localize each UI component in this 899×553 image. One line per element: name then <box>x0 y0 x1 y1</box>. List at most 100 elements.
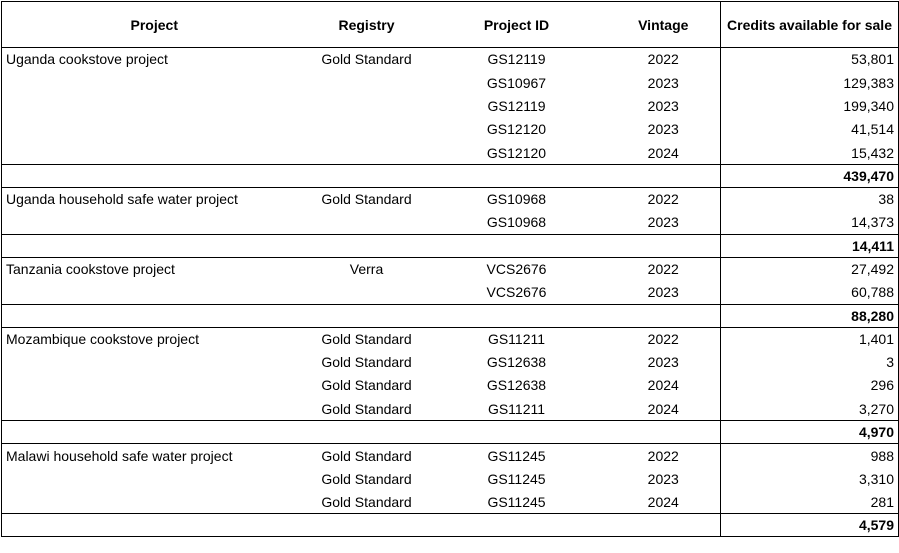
credits-cell: 129,383 <box>720 70 899 95</box>
registry-cell: Gold Standard <box>321 51 412 68</box>
credits-cell: 27,492 <box>720 257 899 281</box>
vintage-cell: 2022 <box>647 191 679 208</box>
subtotal-credits: 4,579 <box>720 513 899 538</box>
vintage-cell: 2022 <box>647 330 679 347</box>
project-name-cell: Uganda household safe water project <box>1 187 307 211</box>
credits-cell: 53,801 <box>720 47 899 71</box>
credits-cell: 38 <box>720 187 899 211</box>
project-name-cell <box>1 94 307 118</box>
project-name-cell <box>1 490 307 514</box>
credits-cell: 199,340 <box>720 94 899 118</box>
project-id-cell: GS12120 <box>486 144 547 161</box>
table-row: Gold Standard GS11245 2023 3,310 <box>1 466 899 491</box>
table-row: GS12120 2024 15,432 <box>1 141 899 165</box>
subtotal-credits: 439,470 <box>720 163 899 188</box>
project-name-cell: Uganda cookstove project <box>1 47 307 71</box>
project-id-cell: GS11245 <box>487 447 546 464</box>
credits-cell: 988 <box>720 443 899 467</box>
project-id-cell: GS12638 <box>486 377 547 394</box>
registry-cell <box>307 94 427 117</box>
subtotal-credits: 14,411 <box>720 233 899 258</box>
project-name-cell <box>1 141 307 165</box>
project-name-cell <box>1 70 307 95</box>
credits-table: Project Registry Project ID Vintage Cred… <box>1 1 899 538</box>
project-id-cell: GS11245 <box>487 470 546 487</box>
vintage-cell: 2023 <box>647 97 679 114</box>
subtotal-spacer <box>426 163 607 188</box>
project-id-cell: GS11245 <box>487 493 546 510</box>
subtotal-spacer <box>426 420 607 445</box>
project-name-cell: Tanzania cookstove project <box>1 257 307 281</box>
registry-cell <box>307 281 427 304</box>
project-id-cell: GS12119 <box>487 97 546 114</box>
registry-cell <box>307 211 427 234</box>
table-row: Mozambique cookstove project Gold Standar… <box>1 327 899 351</box>
project-name-cell <box>1 350 307 374</box>
table-body: Uganda cookstove project Gold Standard GS1… <box>1 47 899 538</box>
registry-cell: Gold Standard <box>321 354 412 371</box>
subtotal-credits: 4,970 <box>720 420 899 445</box>
subtotal-spacer <box>1 420 307 445</box>
registry-cell: Gold Standard <box>321 330 412 347</box>
vintage-cell: 2024 <box>647 377 679 394</box>
subtotal-spacer <box>306 420 427 445</box>
subtotal-spacer <box>1 303 307 328</box>
project-name-cell <box>1 373 307 398</box>
subtotal-spacer <box>306 233 427 258</box>
header-credits: Credits available for sale <box>720 1 899 48</box>
table-row: Tanzania cookstove project Verra VCS2676 20… <box>1 257 899 281</box>
project-name-cell <box>1 397 307 421</box>
registry-cell: Verra <box>349 261 384 278</box>
project-id-cell: GS12119 <box>487 51 546 68</box>
credits-cell: 41,514 <box>720 117 899 142</box>
registry-cell <box>307 141 427 164</box>
vintage-cell: 2024 <box>647 144 679 161</box>
subtotal-spacer <box>1 233 307 258</box>
registry-cell: Gold Standard <box>321 447 412 464</box>
subtotal-row: 4,579 <box>1 513 899 538</box>
subtotal-row: 4,970 <box>1 420 899 445</box>
subtotal-spacer <box>606 233 721 258</box>
subtotal-spacer <box>606 420 721 445</box>
table-row: GS10967 2023 129,383 <box>1 70 899 95</box>
header-project: Project <box>1 1 307 48</box>
table-row: VCS2676 2023 60,788 <box>1 280 899 305</box>
credits-cell: 3,270 <box>720 397 899 421</box>
project-id-cell: GS12120 <box>486 121 547 138</box>
header-vintage: Vintage <box>606 1 721 48</box>
table-row: Malawi household safe water project Gold … <box>1 443 899 467</box>
table-row: GS12120 2023 41,514 <box>1 117 899 142</box>
header-row: Project Registry Project ID Vintage Cred… <box>1 1 899 48</box>
header-registry: Registry <box>306 1 427 48</box>
subtotal-spacer <box>426 303 607 328</box>
credits-cell: 3,310 <box>720 466 899 491</box>
project-name-cell <box>1 280 307 305</box>
subtotal-row: 14,411 <box>1 233 899 258</box>
project-id-cell: GS10967 <box>486 74 547 91</box>
header-project-id: Project ID <box>426 1 607 48</box>
table-row: Gold Standard GS12638 2024 296 <box>1 373 899 398</box>
credits-cell: 1,401 <box>720 327 899 351</box>
table-row: GS10968 2023 14,373 <box>1 210 899 235</box>
credits-cell: 15,432 <box>720 141 899 165</box>
project-id-cell: VCS2676 <box>486 284 547 301</box>
credits-cell: 3 <box>720 350 899 374</box>
vintage-cell: 2022 <box>647 51 679 68</box>
subtotal-credits: 88,280 <box>720 303 899 328</box>
project-id-cell: VCS2676 <box>486 261 547 278</box>
registry-cell <box>307 71 427 94</box>
registry-cell: Gold Standard <box>321 470 412 487</box>
vintage-cell: 2023 <box>647 214 679 231</box>
project-id-cell: GS11211 <box>487 400 546 417</box>
registry-cell: Gold Standard <box>321 377 412 394</box>
subtotal-row: 88,280 <box>1 303 899 328</box>
project-id-cell: GS10968 <box>486 214 547 231</box>
subtotal-spacer <box>606 513 721 538</box>
subtotal-spacer <box>426 233 607 258</box>
subtotal-spacer <box>306 303 427 328</box>
table-row: Gold Standard GS11245 2024 281 <box>1 490 899 514</box>
table-row: Uganda household safe water project Gold … <box>1 187 899 211</box>
subtotal-spacer <box>606 303 721 328</box>
subtotal-spacer <box>306 163 427 188</box>
